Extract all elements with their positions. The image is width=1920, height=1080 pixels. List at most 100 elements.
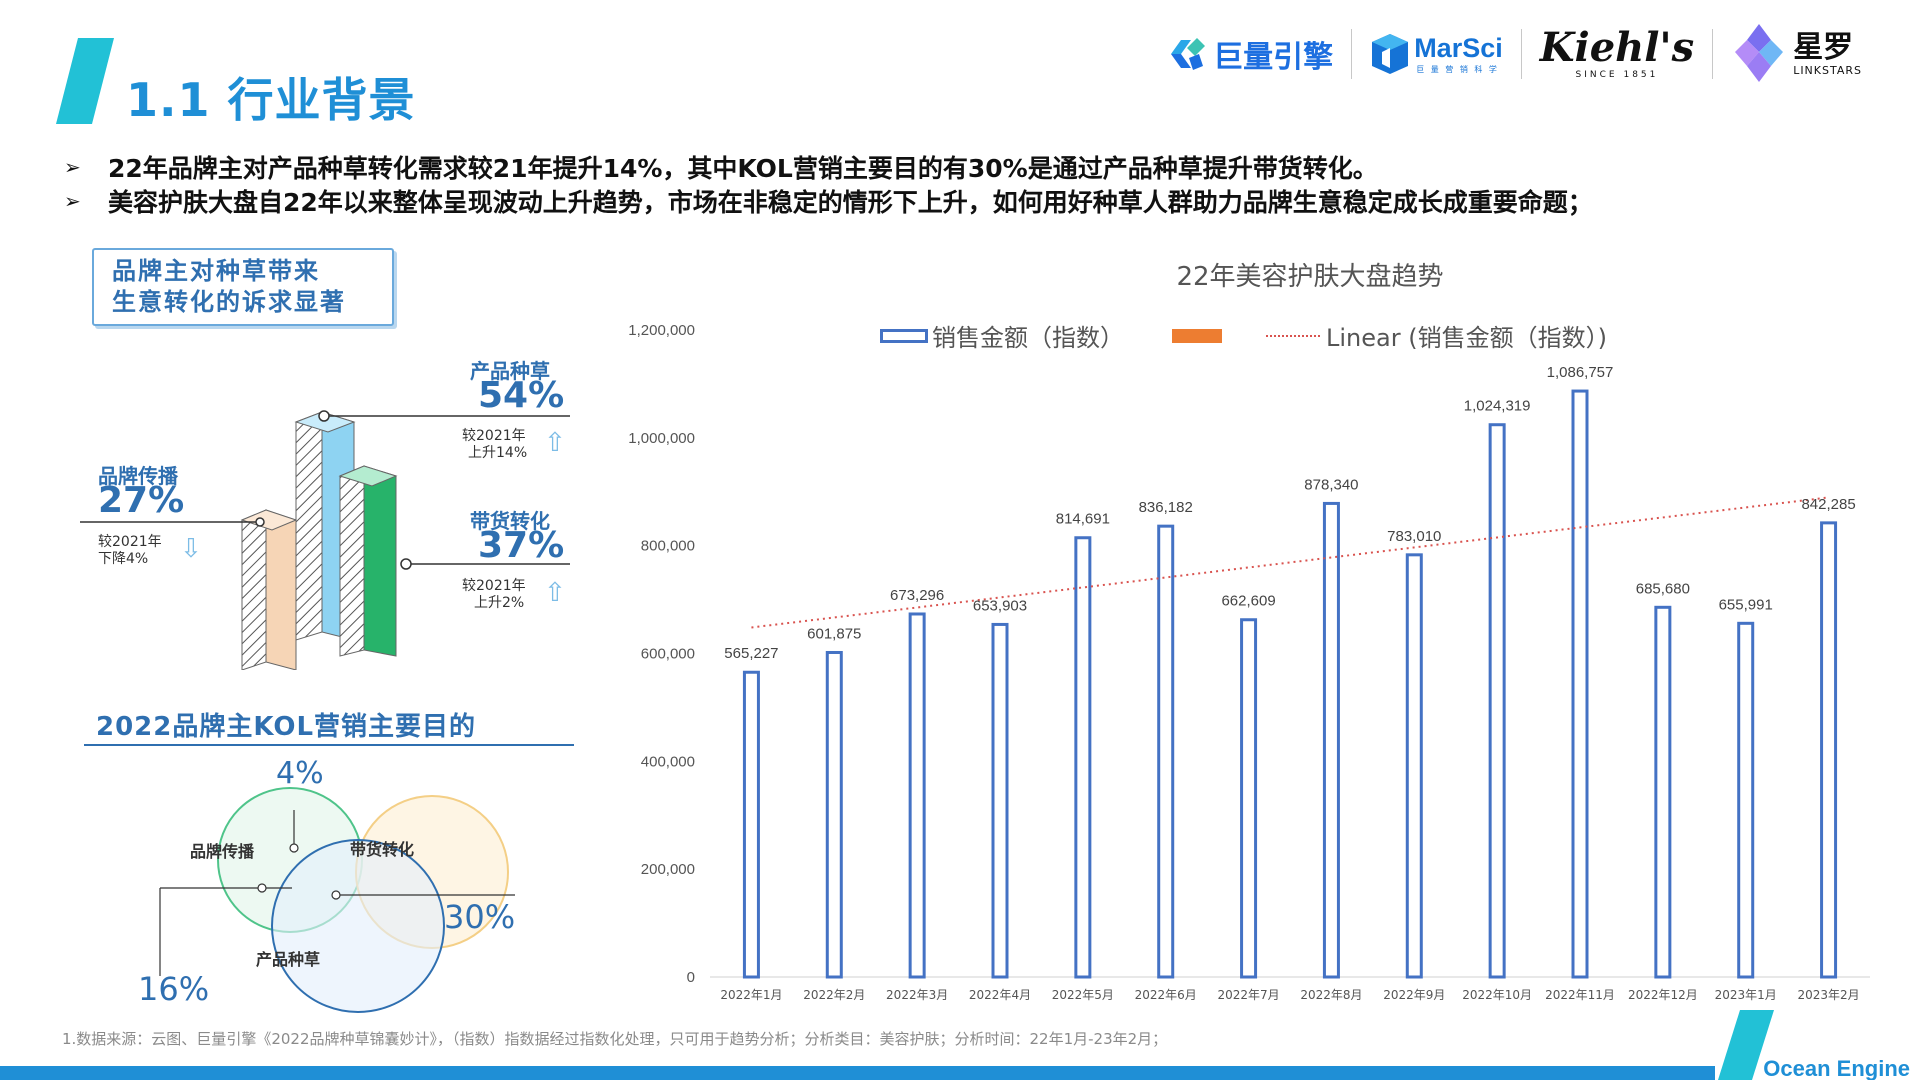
brand-note-line: 下降4%: [98, 551, 149, 567]
legend-label-trend: Linear (销售金额（指数）): [1326, 324, 1607, 352]
x-tick-label: 2022年4月: [969, 988, 1031, 1002]
arrow-bullet-icon: ➢: [64, 189, 81, 213]
conversion-value: 37%: [478, 525, 565, 566]
info-card: 品牌主对种草带来 生意转化的诉求显著: [92, 248, 394, 326]
x-tick-label: 2022年10月: [1462, 988, 1532, 1002]
data-label: 601,875: [807, 625, 861, 642]
venn-label-brand: 品牌传播: [190, 842, 255, 861]
juliang-icon: [1171, 38, 1206, 70]
venn-label-seed: 产品种草: [256, 950, 321, 969]
brand-note-line: 较2021年: [98, 534, 162, 550]
data-label: 673,296: [890, 587, 944, 604]
legend-swatch-trend: [1266, 334, 1320, 337]
xingtu-logo: 星罗 LINKSTARS: [1713, 18, 1880, 90]
venn-pct-right: 30%: [444, 898, 516, 936]
chart-bar: [1488, 423, 1506, 979]
chart-legend: 销售金额（指数） Linear (销售金额（指数）): [880, 318, 1607, 353]
marsci-wordmark: MarSci: [1414, 33, 1503, 63]
bullet-item: ➢ 美容护肤大盘自22年以来整体呈现波动上升趋势，市场在非稳定的情形下上升，如何…: [64, 184, 1884, 218]
chart-bar: [1157, 524, 1175, 979]
kiehls-wordmark: Kiehl's: [1539, 24, 1695, 71]
venn-title: 2022品牌主KOL营销主要目的: [96, 712, 477, 742]
x-tick-label: 2022年3月: [886, 988, 948, 1002]
data-label: 814,691: [1056, 511, 1110, 528]
logo-divider: [1520, 29, 1522, 79]
data-label: 1,086,757: [1547, 364, 1614, 381]
brand-note: 较2021年 下降4%: [98, 534, 162, 568]
arrow-up-icon: ⇧: [544, 578, 566, 608]
source-footnote: 1.数据来源：云图、巨量引擎《2022品牌种草锦囊妙计》，（指数）指数据经过指数…: [62, 1030, 1168, 1048]
data-label: 653,903: [973, 597, 1027, 614]
chart-bar: [1820, 521, 1838, 979]
chart-bar: [1405, 553, 1423, 979]
trend-line: [751, 496, 1829, 629]
x-tick-label: 2022年9月: [1383, 988, 1445, 1002]
x-tick-label: 2022年5月: [1052, 988, 1114, 1002]
data-label: 565,227: [724, 645, 778, 662]
x-tick-label: 2022年12月: [1628, 988, 1698, 1002]
info-card-line: 生意转化的诉求显著: [112, 288, 346, 316]
venn-title-underline: [84, 744, 574, 746]
bullet-text: 22年品牌主对产品种草转化需求较21年提升14%，其中KOL营销主要目的有30%…: [108, 154, 1378, 183]
x-tick-label: 2022年7月: [1217, 988, 1279, 1002]
data-label: 1,024,319: [1464, 398, 1531, 415]
bar-brand: [240, 509, 298, 670]
title-accent-shape: [56, 38, 114, 124]
kiehls-logo: Kiehl's SINCE 1851: [1522, 18, 1712, 90]
seed-note-line: 上升14%: [468, 445, 528, 461]
bottom-bar: [0, 1066, 1715, 1080]
bullet-text: 美容护肤大盘自22年以来整体呈现波动上升趋势，市场在非稳定的情形下上升，如何用好…: [108, 188, 1593, 217]
legend-swatch-orange: [1172, 328, 1222, 343]
seed-note-line: 较2021年: [462, 428, 526, 444]
venn-pct-left: 16%: [138, 970, 210, 1008]
x-tick-label: 2022年2月: [803, 988, 865, 1002]
bullet-item: ➢ 22年品牌主对产品种草转化需求较21年提升14%，其中KOL营销主要目的有3…: [64, 150, 1884, 184]
chart-bar: [825, 650, 843, 979]
ocean-engine-brand: Ocean Engine: [1763, 1056, 1910, 1080]
info-card-line: 品牌主对种草带来: [112, 257, 320, 285]
data-label: 836,182: [1139, 499, 1193, 516]
marsci-icon: [1372, 34, 1409, 74]
x-tick-label: 2022年11月: [1545, 988, 1615, 1002]
kiehls-since: SINCE 1851: [1575, 70, 1659, 80]
venn-label-conversion: 带货转化: [350, 840, 415, 859]
brand-label: 品牌传播: [98, 464, 178, 488]
legend-label-bar: 销售金额（指数）: [932, 324, 1124, 352]
conversion-note-line: 上升2%: [474, 595, 525, 611]
data-label: 685,680: [1636, 580, 1690, 597]
y-tick-label: 1,000,000: [628, 430, 695, 447]
venn-diagram: [159, 787, 515, 1013]
legend-swatch-bar: [880, 328, 928, 343]
brand-value: 27%: [98, 480, 185, 521]
data-label: 783,010: [1387, 528, 1441, 545]
xingtu-icon: [1735, 24, 1784, 82]
data-label: 662,609: [1221, 593, 1275, 610]
key-points: ➢ 22年品牌主对产品种草转化需求较21年提升14%，其中KOL营销主要目的有3…: [64, 150, 1884, 218]
bar-conversion: [338, 465, 398, 657]
data-label: 842,285: [1801, 496, 1855, 513]
arrow-down-icon: ⇩: [180, 534, 202, 564]
x-tick-label: 2023年2月: [1797, 988, 1859, 1002]
arrow-bullet-icon: ➢: [64, 155, 81, 179]
x-tick-label: 2022年1月: [720, 988, 782, 1002]
venn-pct-top: 4%: [276, 756, 324, 791]
x-tick-label: 2022年6月: [1135, 988, 1197, 1002]
y-tick-label: 400,000: [641, 753, 695, 770]
chart-bar: [908, 612, 926, 979]
juliang-logo: 巨量引擎: [1149, 18, 1351, 90]
chart-bar: [1571, 389, 1589, 979]
marsci-logo: MarSci 巨 量 营 销 科 学: [1352, 18, 1521, 90]
conversion-label: 带货转化: [470, 509, 550, 533]
chart-bar: [1654, 605, 1672, 979]
y-tick-label: 200,000: [641, 861, 695, 878]
seed-label: 产品种草: [470, 359, 550, 383]
logo-divider: [1351, 29, 1353, 79]
y-tick-label: 1,200,000: [628, 322, 695, 339]
seed-value: 54%: [478, 375, 565, 416]
data-label: 878,340: [1304, 476, 1358, 493]
partner-logos: 巨量引擎 MarSci 巨 量 营 销 科 学 Kiehl's SINCE 18…: [1149, 18, 1880, 90]
xingtu-english: LINKSTARS: [1793, 63, 1862, 77]
chart-bar: [991, 622, 1009, 979]
page-title: 1.1 行业背景: [126, 73, 416, 127]
